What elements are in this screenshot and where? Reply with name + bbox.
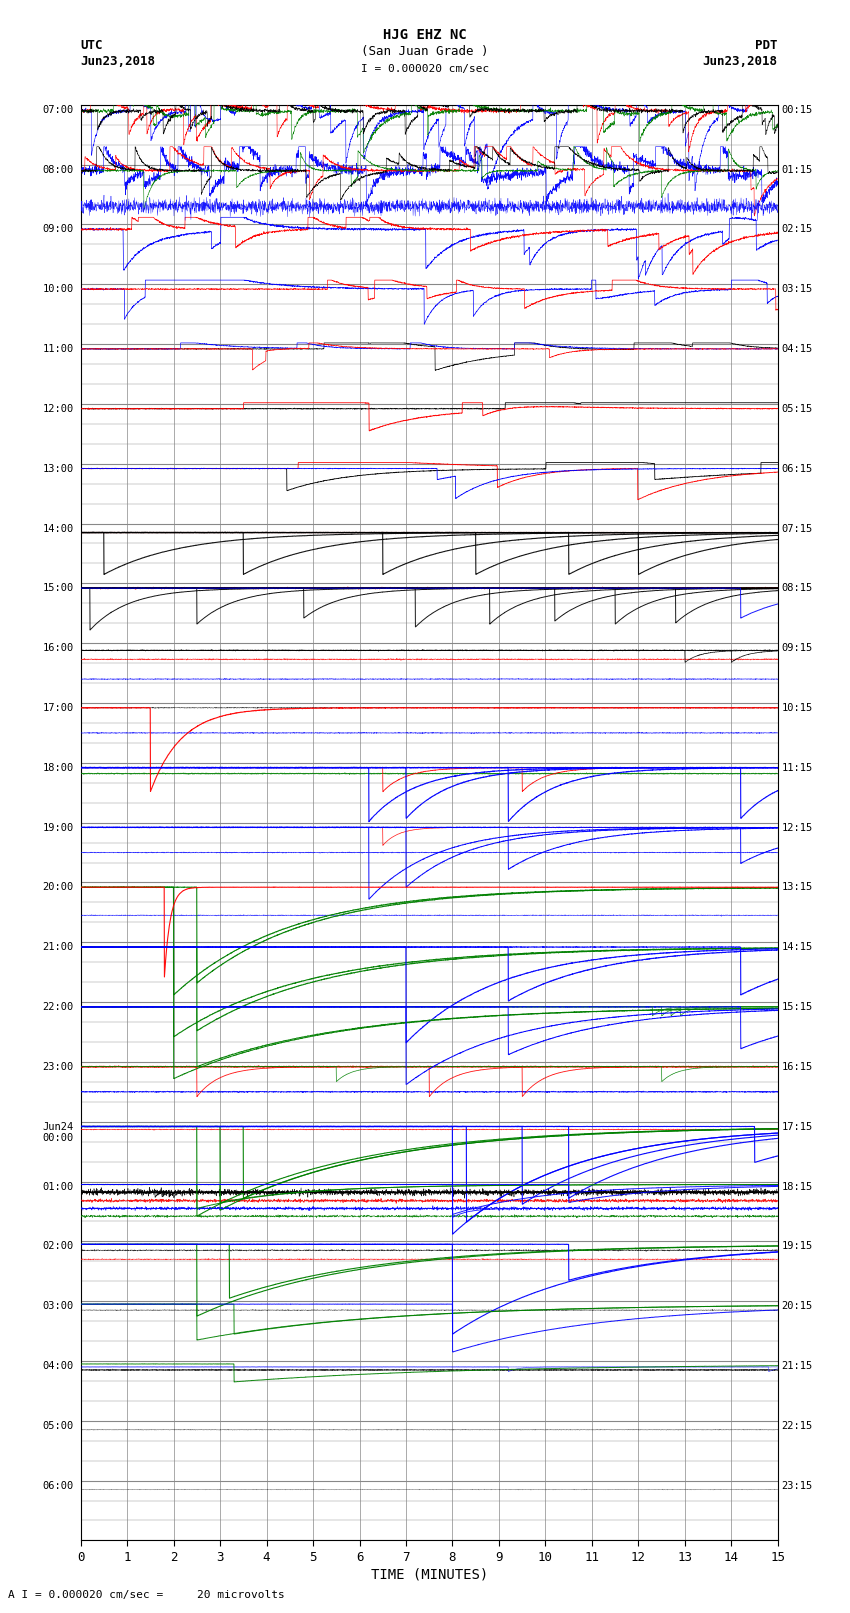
Text: Jun23,2018: Jun23,2018 — [703, 55, 778, 68]
Text: 06:00: 06:00 — [42, 1481, 74, 1490]
Text: 21:15: 21:15 — [781, 1361, 813, 1371]
Text: 15:15: 15:15 — [781, 1002, 813, 1011]
Text: 10:15: 10:15 — [781, 703, 813, 713]
Text: HJG EHZ NC: HJG EHZ NC — [383, 27, 467, 42]
Text: 07:00: 07:00 — [42, 105, 74, 115]
Text: 13:15: 13:15 — [781, 882, 813, 892]
Text: 19:00: 19:00 — [42, 823, 74, 832]
Text: 16:15: 16:15 — [781, 1061, 813, 1073]
Text: UTC: UTC — [81, 39, 103, 52]
Text: 17:00: 17:00 — [42, 703, 74, 713]
Text: 19:15: 19:15 — [781, 1242, 813, 1252]
Text: 08:00: 08:00 — [42, 165, 74, 174]
Text: (San Juan Grade ): (San Juan Grade ) — [361, 45, 489, 58]
Text: 23:15: 23:15 — [781, 1481, 813, 1490]
Text: 22:00: 22:00 — [42, 1002, 74, 1011]
Text: 18:00: 18:00 — [42, 763, 74, 773]
Text: 18:15: 18:15 — [781, 1181, 813, 1192]
Text: Jun23,2018: Jun23,2018 — [81, 55, 156, 68]
Text: 20:15: 20:15 — [781, 1302, 813, 1311]
Text: 12:00: 12:00 — [42, 403, 74, 415]
Text: 08:15: 08:15 — [781, 584, 813, 594]
Text: 06:15: 06:15 — [781, 465, 813, 474]
Text: Jun24
00:00: Jun24 00:00 — [42, 1121, 74, 1144]
Text: 16:00: 16:00 — [42, 644, 74, 653]
Text: 17:15: 17:15 — [781, 1121, 813, 1132]
Text: 05:00: 05:00 — [42, 1421, 74, 1431]
Text: 01:15: 01:15 — [781, 165, 813, 174]
Text: 14:15: 14:15 — [781, 942, 813, 952]
Text: 21:00: 21:00 — [42, 942, 74, 952]
Text: 14:00: 14:00 — [42, 524, 74, 534]
Text: 09:00: 09:00 — [42, 224, 74, 234]
Text: 01:00: 01:00 — [42, 1181, 74, 1192]
Text: 05:15: 05:15 — [781, 403, 813, 415]
Text: 09:15: 09:15 — [781, 644, 813, 653]
Text: 07:15: 07:15 — [781, 524, 813, 534]
Text: 23:00: 23:00 — [42, 1061, 74, 1073]
Text: 04:15: 04:15 — [781, 344, 813, 355]
Text: 15:00: 15:00 — [42, 584, 74, 594]
Text: 00:15: 00:15 — [781, 105, 813, 115]
Text: 02:00: 02:00 — [42, 1242, 74, 1252]
Text: 11:00: 11:00 — [42, 344, 74, 355]
Text: I = 0.000020 cm/sec: I = 0.000020 cm/sec — [361, 65, 489, 74]
Text: 04:00: 04:00 — [42, 1361, 74, 1371]
Text: A I = 0.000020 cm/sec =     20 microvolts: A I = 0.000020 cm/sec = 20 microvolts — [8, 1590, 286, 1600]
Text: PDT: PDT — [756, 39, 778, 52]
Text: 22:15: 22:15 — [781, 1421, 813, 1431]
Text: 02:15: 02:15 — [781, 224, 813, 234]
Text: 03:15: 03:15 — [781, 284, 813, 294]
Text: 13:00: 13:00 — [42, 465, 74, 474]
Text: 20:00: 20:00 — [42, 882, 74, 892]
Text: 03:00: 03:00 — [42, 1302, 74, 1311]
Text: 10:00: 10:00 — [42, 284, 74, 294]
Text: 11:15: 11:15 — [781, 763, 813, 773]
Text: 12:15: 12:15 — [781, 823, 813, 832]
X-axis label: TIME (MINUTES): TIME (MINUTES) — [371, 1568, 488, 1582]
